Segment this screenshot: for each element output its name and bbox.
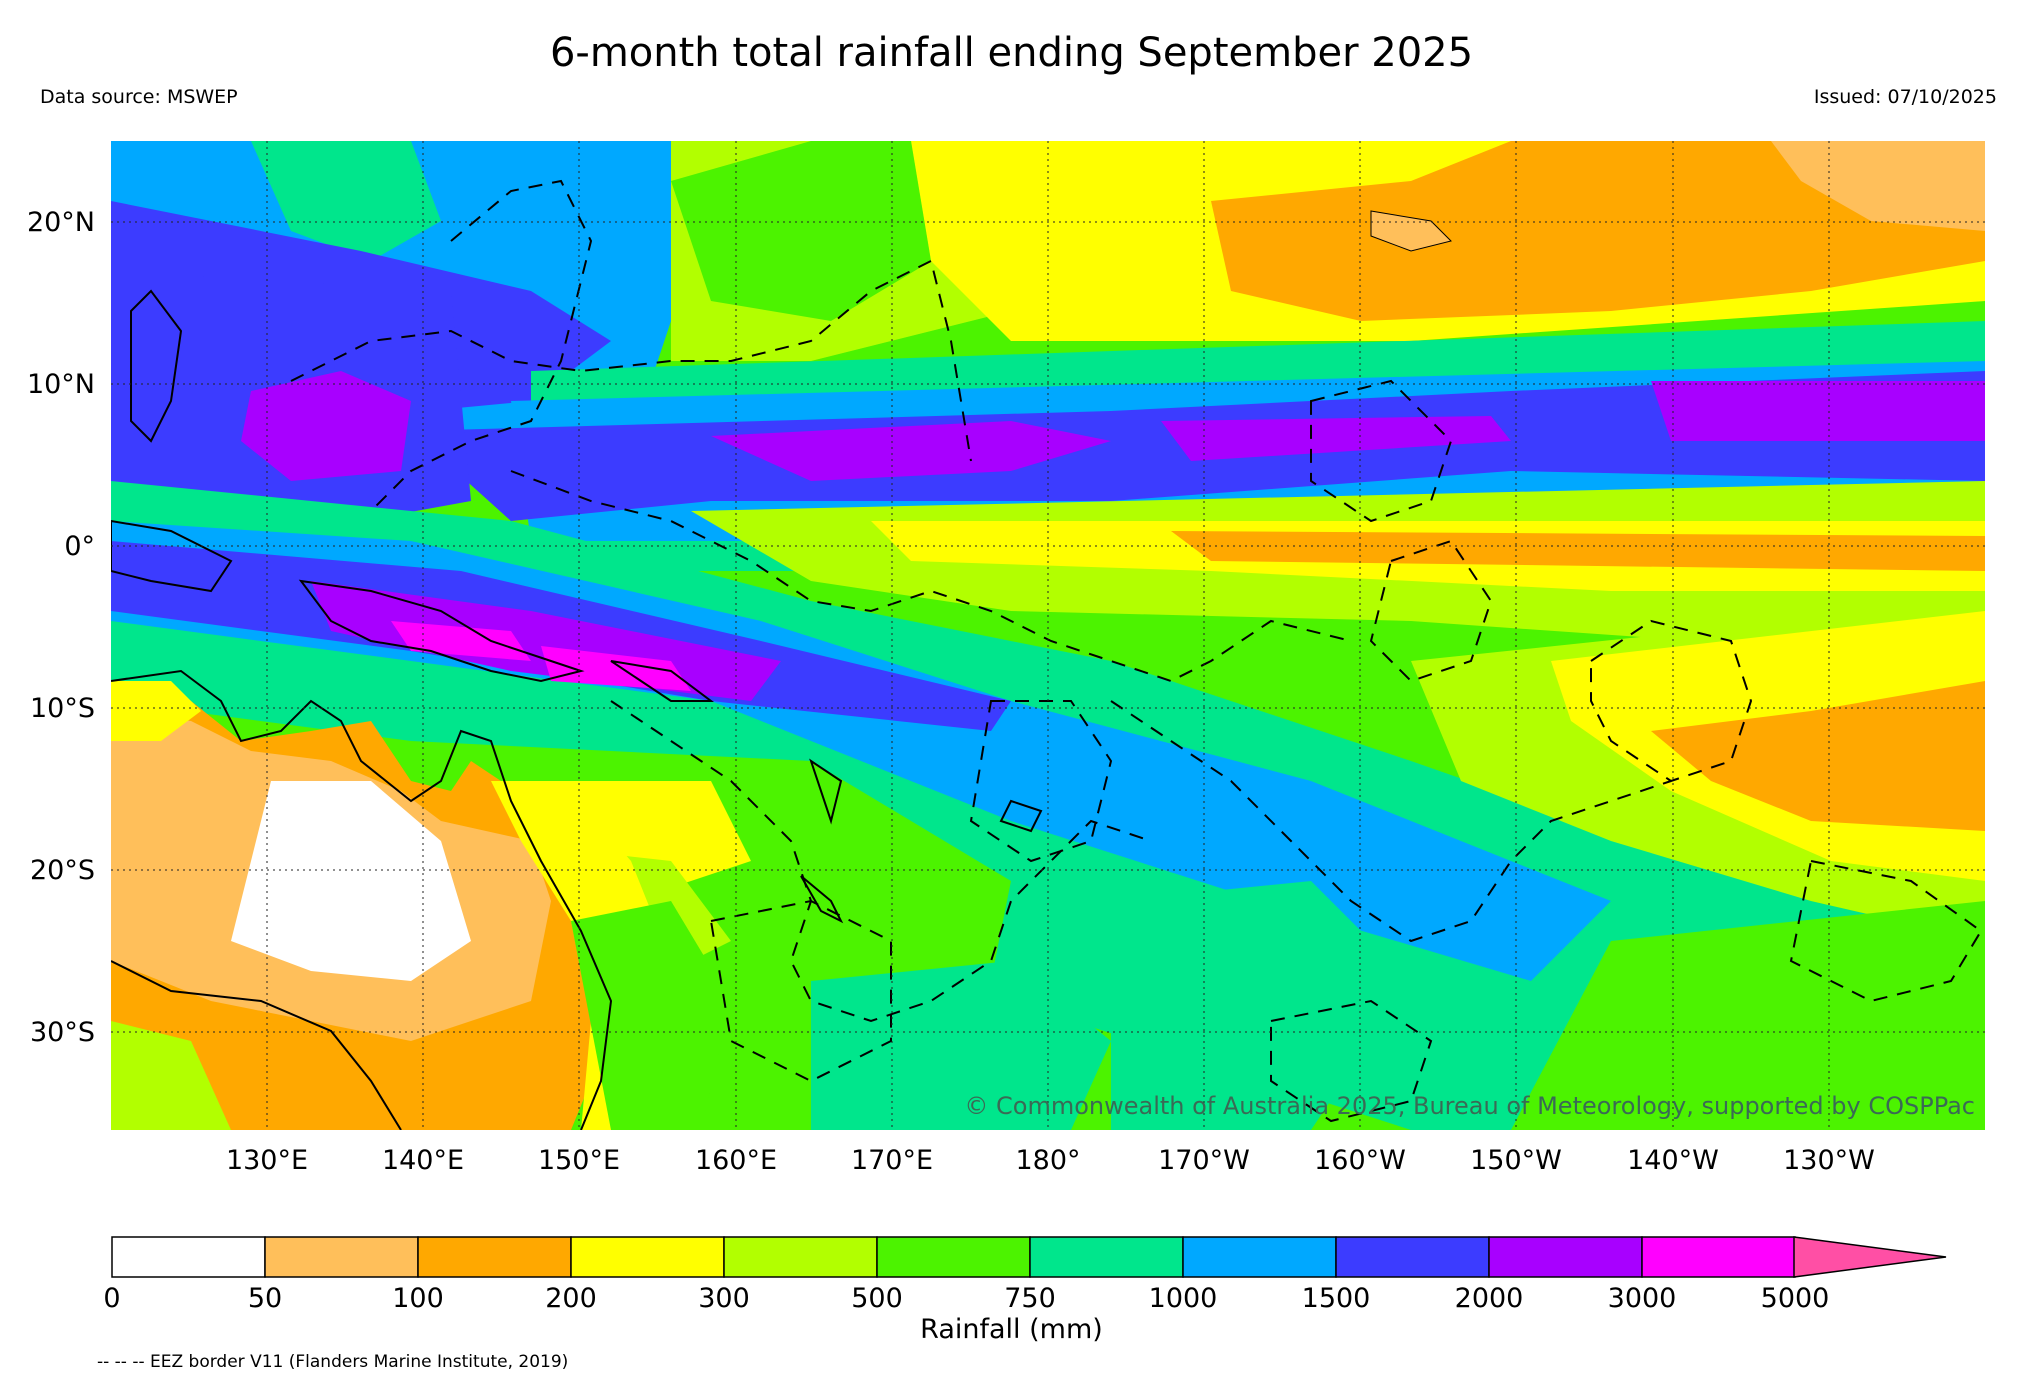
rain-band-2000-3000-warmpool xyxy=(241,371,411,481)
rain-band-200-300-aus-north xyxy=(111,681,201,741)
lon-label-170w: 170°W xyxy=(1158,1145,1250,1176)
eez-border-path xyxy=(290,259,972,462)
colorbar-tick: 1500 xyxy=(1301,1283,1371,1314)
colorbar-segment xyxy=(1488,1236,1643,1278)
eez-border-path xyxy=(1310,379,1453,523)
rain-band-750-1000-s xyxy=(811,961,1111,1130)
lon-label-160w: 160°W xyxy=(1314,1145,1406,1176)
colorbar-segment xyxy=(876,1236,1031,1278)
australia-coastline xyxy=(111,669,613,1130)
rain-band-2000-3000-itcz-c xyxy=(1161,416,1511,461)
eez-border-path xyxy=(1789,859,1983,1003)
rain-band-50-100-ne xyxy=(1771,141,1985,231)
colorbar-segment xyxy=(264,1236,419,1278)
vanuatu-coastline xyxy=(809,758,843,825)
new-caledonia-coastline xyxy=(800,875,844,924)
colorbar-tick: 200 xyxy=(545,1283,597,1314)
colorbar-segment xyxy=(111,1236,266,1278)
colorbar-segments xyxy=(111,1236,1796,1278)
rain-band-500-750-se-bottom xyxy=(1511,901,1985,1130)
lat-label-0: 0° xyxy=(64,531,95,562)
eez-border-path xyxy=(370,179,593,512)
colorbar-tick: 300 xyxy=(698,1283,750,1314)
new-guinea-coastline xyxy=(298,579,585,683)
lon-label-160e: 160°E xyxy=(694,1145,778,1176)
lon-label-180: 180° xyxy=(1015,1145,1081,1176)
rain-band-0-50-aus xyxy=(231,781,471,981)
rain-band-100-200-n xyxy=(1211,141,1985,321)
gridlines xyxy=(111,141,1985,1130)
rainfall-map: © Commonwealth of Australia 2025, Bureau… xyxy=(111,141,1985,1130)
rain-band-100-200-eq xyxy=(1171,531,1985,571)
colorbar-segment xyxy=(1641,1236,1796,1278)
australia-south-coastline xyxy=(111,960,402,1130)
lon-label-150w: 150°W xyxy=(1470,1145,1562,1176)
eez-borders xyxy=(290,179,1983,1123)
lat-label-20s: 20°S xyxy=(30,855,95,886)
eez-border-path xyxy=(1270,999,1433,1123)
copyright-notice: © Commonwealth of Australia 2025, Bureau… xyxy=(964,1092,1975,1120)
rain-band-750-1000-s2 xyxy=(1111,881,1411,1130)
colorbar-segment xyxy=(1182,1236,1337,1278)
eez-border-path xyxy=(1110,700,1672,943)
colorbar-tick: 1000 xyxy=(1148,1283,1218,1314)
colorbar-tick: 5000 xyxy=(1760,1283,1830,1314)
philippines-coastline xyxy=(130,289,183,443)
hawaii-islands xyxy=(1370,210,1452,252)
colorbar-tick: 3000 xyxy=(1607,1283,1677,1314)
fiji-coastline xyxy=(999,799,1043,833)
colorbar-tick: 750 xyxy=(1004,1283,1056,1314)
colorbar-extend-arrow xyxy=(1793,1236,1947,1278)
solomon-islands-coastline xyxy=(610,660,714,702)
eez-border-path xyxy=(1369,539,1493,683)
colorbar-segment xyxy=(570,1236,725,1278)
colorbar-segment xyxy=(417,1236,572,1278)
rain-band-100-200-se xyxy=(1651,681,1985,831)
coastlines xyxy=(111,289,1043,1130)
colorbar xyxy=(111,1236,1947,1278)
colorbar-tick: 100 xyxy=(392,1283,444,1314)
colorbar-tick: 2000 xyxy=(1454,1283,1524,1314)
colorbar-segment xyxy=(1335,1236,1490,1278)
rain-band-750-1000-nw xyxy=(251,141,441,261)
colorbar-tick: 0 xyxy=(103,1283,121,1314)
colorbar-title: Rainfall (mm) xyxy=(920,1314,1103,1345)
data-source-label: Data source: MSWEP xyxy=(40,86,238,108)
colorbar-segment xyxy=(1029,1236,1184,1278)
lon-label-170e: 170°E xyxy=(850,1145,934,1176)
eez-footnote: -- -- -- EEZ border V11 (Flanders Marine… xyxy=(97,1352,569,1372)
lon-label-140w: 140°W xyxy=(1627,1145,1719,1176)
eez-border-path xyxy=(610,700,1152,1023)
lon-label-130e: 130°E xyxy=(225,1145,309,1176)
colorbar-tick: 500 xyxy=(851,1283,903,1314)
rain-band-500-750-aus-coast xyxy=(571,901,731,1130)
colorbar-segment xyxy=(723,1236,878,1278)
eez-border-path xyxy=(709,899,892,1083)
indonesia-coastline xyxy=(111,519,233,593)
eez-border-path xyxy=(969,700,1113,863)
lon-label-150e: 150°E xyxy=(537,1145,621,1176)
rain-band-2000-3000-itcz-e xyxy=(1651,381,1985,441)
rain-band-2000-3000-itcz-a xyxy=(711,421,1111,481)
colorbar-tick: 50 xyxy=(247,1283,283,1314)
issued-date-label: Issued: 07/10/2025 xyxy=(1813,86,1997,108)
map-title: 6-month total rainfall ending September … xyxy=(549,30,1474,76)
lon-label-130w: 130°W xyxy=(1783,1145,1875,1176)
lon-label-140e: 140°E xyxy=(381,1145,465,1176)
lat-label-10s: 10°S xyxy=(30,693,95,724)
lat-label-10n: 10°N xyxy=(26,369,95,400)
rainfall-map-canvas xyxy=(111,141,1985,1130)
rain-band-500-750-nc xyxy=(671,141,931,321)
lat-label-30s: 30°S xyxy=(30,1017,95,1048)
lat-label-20n: 20°N xyxy=(26,207,95,238)
rain-band-300-500-aus-sw xyxy=(111,1021,231,1130)
eez-border-path xyxy=(1590,619,1753,783)
